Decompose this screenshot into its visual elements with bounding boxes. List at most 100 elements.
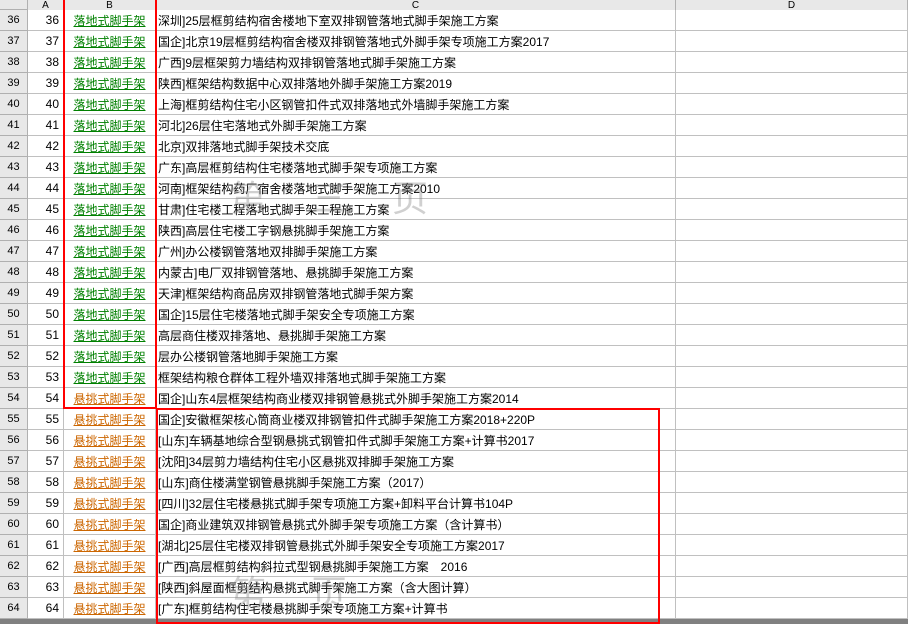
row-header[interactable]: 59 <box>0 493 28 514</box>
cell-empty[interactable] <box>676 556 908 577</box>
cell-category-link[interactable]: 落地式脚手架 <box>64 10 156 31</box>
row-header[interactable]: 57 <box>0 451 28 472</box>
cell-index[interactable]: 57 <box>28 451 64 472</box>
cell-empty[interactable] <box>676 409 908 430</box>
row-header[interactable]: 48 <box>0 262 28 283</box>
cell-category-link[interactable]: 落地式脚手架 <box>64 136 156 157</box>
cell-empty[interactable] <box>676 136 908 157</box>
cell-description[interactable]: 国企]商业建筑双排钢管悬挑式外脚手架专项施工方案（含计算书） <box>156 514 676 535</box>
cell-index[interactable]: 51 <box>28 325 64 346</box>
cell-category-link[interactable]: 悬挑式脚手架 <box>64 577 156 598</box>
cell-category-link[interactable]: 悬挑式脚手架 <box>64 493 156 514</box>
row-header[interactable]: 62 <box>0 556 28 577</box>
cell-category-link[interactable]: 落地式脚手架 <box>64 283 156 304</box>
cell-index[interactable]: 63 <box>28 577 64 598</box>
cell-description[interactable]: 甘肃]住宅楼工程落地式脚手架工程施工方案 <box>156 199 676 220</box>
cell-index[interactable]: 55 <box>28 409 64 430</box>
row-header[interactable]: 37 <box>0 31 28 52</box>
cell-index[interactable]: 47 <box>28 241 64 262</box>
cell-empty[interactable] <box>676 283 908 304</box>
cell-empty[interactable] <box>676 115 908 136</box>
cell-empty[interactable] <box>676 94 908 115</box>
cell-category-link[interactable]: 悬挑式脚手架 <box>64 472 156 493</box>
row-header[interactable]: 42 <box>0 136 28 157</box>
col-header-d[interactable]: D <box>676 0 908 10</box>
cell-empty[interactable] <box>676 346 908 367</box>
row-header[interactable]: 56 <box>0 430 28 451</box>
cell-description[interactable]: 国企]北京19层框剪结构宿舍楼双排钢管落地式外脚手架专项施工方案2017 <box>156 31 676 52</box>
cell-index[interactable]: 64 <box>28 598 64 619</box>
cell-category-link[interactable]: 悬挑式脚手架 <box>64 409 156 430</box>
corner-cell[interactable] <box>0 0 28 10</box>
cell-description[interactable]: 北京]双排落地式脚手架技术交底 <box>156 136 676 157</box>
cell-category-link[interactable]: 落地式脚手架 <box>64 115 156 136</box>
row-header[interactable]: 49 <box>0 283 28 304</box>
cell-category-link[interactable]: 落地式脚手架 <box>64 199 156 220</box>
cell-category-link[interactable]: 悬挑式脚手架 <box>64 556 156 577</box>
row-header[interactable]: 64 <box>0 598 28 619</box>
cell-index[interactable]: 62 <box>28 556 64 577</box>
cell-category-link[interactable]: 悬挑式脚手架 <box>64 598 156 619</box>
cell-category-link[interactable]: 落地式脚手架 <box>64 52 156 73</box>
cell-category-link[interactable]: 落地式脚手架 <box>64 178 156 199</box>
cell-index[interactable]: 39 <box>28 73 64 94</box>
cell-description[interactable]: [山东]商住楼满堂钢管悬挑脚手架施工方案（2017） <box>156 472 676 493</box>
row-header[interactable]: 52 <box>0 346 28 367</box>
cell-category-link[interactable]: 悬挑式脚手架 <box>64 514 156 535</box>
cell-category-link[interactable]: 落地式脚手架 <box>64 262 156 283</box>
cell-description[interactable]: 内蒙古]电厂双排钢管落地、悬挑脚手架施工方案 <box>156 262 676 283</box>
cell-empty[interactable] <box>676 493 908 514</box>
row-header[interactable]: 40 <box>0 94 28 115</box>
cell-empty[interactable] <box>676 598 908 619</box>
cell-description[interactable]: 广西]9层框架剪力墙结构双排钢管落地式脚手架施工方案 <box>156 52 676 73</box>
cell-index[interactable]: 45 <box>28 199 64 220</box>
cell-index[interactable]: 60 <box>28 514 64 535</box>
cell-description[interactable]: 国企]山东4层框架结构商业楼双排钢管悬挑式外脚手架施工方案2014 <box>156 388 676 409</box>
cell-empty[interactable] <box>676 52 908 73</box>
cell-category-link[interactable]: 落地式脚手架 <box>64 367 156 388</box>
cell-category-link[interactable]: 落地式脚手架 <box>64 157 156 178</box>
cell-index[interactable]: 36 <box>28 10 64 31</box>
row-header[interactable]: 50 <box>0 304 28 325</box>
cell-empty[interactable] <box>676 325 908 346</box>
row-header[interactable]: 63 <box>0 577 28 598</box>
cell-category-link[interactable]: 悬挑式脚手架 <box>64 535 156 556</box>
cell-index[interactable]: 49 <box>28 283 64 304</box>
cell-description[interactable]: 陕西]高层住宅楼工字钢悬挑脚手架施工方案 <box>156 220 676 241</box>
cell-category-link[interactable]: 悬挑式脚手架 <box>64 430 156 451</box>
cell-empty[interactable] <box>676 10 908 31</box>
row-header[interactable]: 44 <box>0 178 28 199</box>
cell-empty[interactable] <box>676 535 908 556</box>
cell-description[interactable]: 上海]框剪结构住宅小区钢管扣件式双排落地式外墙脚手架施工方案 <box>156 94 676 115</box>
cell-description[interactable]: [山东]车辆基地综合型钢悬挑式钢管扣件式脚手架施工方案+计算书2017 <box>156 430 676 451</box>
cell-category-link[interactable]: 落地式脚手架 <box>64 220 156 241</box>
row-header[interactable]: 54 <box>0 388 28 409</box>
cell-index[interactable]: 43 <box>28 157 64 178</box>
cell-description[interactable]: 广州]办公楼钢管落地双排脚手架施工方案 <box>156 241 676 262</box>
row-header[interactable]: 39 <box>0 73 28 94</box>
cell-description[interactable]: 天津]框架结构商品房双排钢管落地式脚手架方案 <box>156 283 676 304</box>
col-header-a[interactable]: A <box>28 0 64 10</box>
row-header[interactable]: 36 <box>0 10 28 31</box>
cell-category-link[interactable]: 落地式脚手架 <box>64 304 156 325</box>
cell-category-link[interactable]: 落地式脚手架 <box>64 346 156 367</box>
cell-description[interactable]: 河南]框架结构药厂宿舍楼落地式脚手架施工方案2010 <box>156 178 676 199</box>
cell-empty[interactable] <box>676 304 908 325</box>
row-header[interactable]: 51 <box>0 325 28 346</box>
cell-description[interactable]: [广东]框剪结构住宅楼悬挑脚手架专项施工方案+计算书 <box>156 598 676 619</box>
cell-empty[interactable] <box>676 220 908 241</box>
cell-description[interactable]: 国企]安徽框架核心筒商业楼双排钢管扣件式脚手架施工方案2018+220P <box>156 409 676 430</box>
cell-description[interactable]: 高层商住楼双排落地、悬挑脚手架施工方案 <box>156 325 676 346</box>
cell-index[interactable]: 46 <box>28 220 64 241</box>
cell-category-link[interactable]: 悬挑式脚手架 <box>64 451 156 472</box>
cell-category-link[interactable]: 落地式脚手架 <box>64 73 156 94</box>
cell-index[interactable]: 61 <box>28 535 64 556</box>
cell-empty[interactable] <box>676 262 908 283</box>
cell-description[interactable]: 层办公楼钢管落地脚手架施工方案 <box>156 346 676 367</box>
cell-empty[interactable] <box>676 451 908 472</box>
cell-description[interactable]: 陕西]框架结构数据中心双排落地外脚手架施工方案2019 <box>156 73 676 94</box>
row-header[interactable]: 58 <box>0 472 28 493</box>
cell-empty[interactable] <box>676 472 908 493</box>
cell-category-link[interactable]: 落地式脚手架 <box>64 31 156 52</box>
cell-index[interactable]: 40 <box>28 94 64 115</box>
